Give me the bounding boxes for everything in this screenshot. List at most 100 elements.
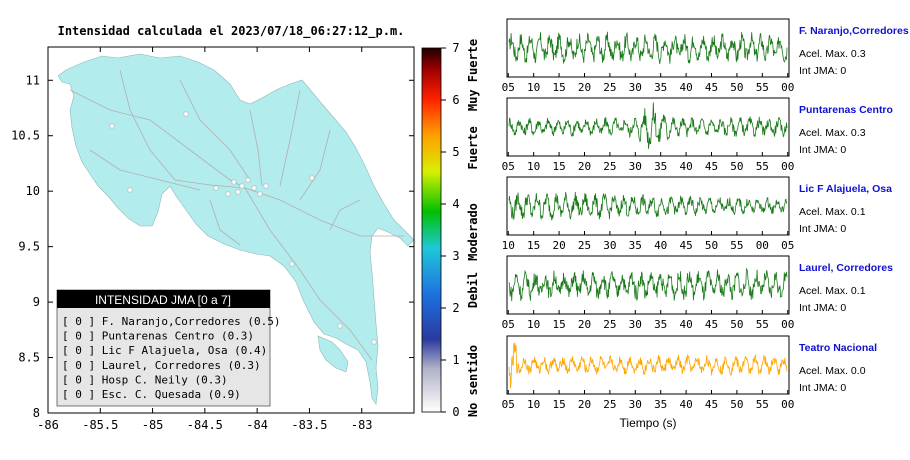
colorbar-category-label: Debil (466, 272, 480, 308)
station-accel: Acel. Max. 0.1 (799, 285, 866, 297)
waveform-tick-label: 35 (654, 398, 667, 411)
waveform-panel: 10 15 20 25 30 35 40 45 50 55 00 05 Lic F Alajuela, … (502, 176, 892, 252)
station-int-jma: Int JMA: 0 (799, 223, 846, 235)
waveform-tick-label: 55 (756, 81, 769, 94)
waveform-tick-label: 40 (679, 398, 692, 411)
waveform-tick-label: 00 (781, 398, 794, 411)
station-int-jma: Int JMA: 0 (799, 382, 846, 394)
waveform-tick-label: 10 (502, 239, 515, 252)
waveform-tick-label: 00 (781, 318, 794, 331)
waveform-tick-label: 20 (578, 318, 591, 331)
waveform-tick-label: 00 (756, 239, 769, 252)
station-accel: Acel. Max. 0.0 (799, 365, 866, 377)
waveform-tick-label: 50 (730, 318, 743, 331)
station-int-jma: Int JMA: 0 (799, 144, 846, 156)
legend-item: [ 0 ] Hosp C. Neily (0.3) (62, 373, 228, 386)
waveform-panel: 05 10 15 20 25 30 35 40 45 50 55 00 Puntarenas Centr… (502, 97, 893, 173)
waveform-tick-label: 00 (781, 81, 794, 94)
map-x-tick-label: -85 (142, 418, 164, 432)
map-x-tick-label: -84 (246, 418, 268, 432)
map-y-tick-label: 9.5 (18, 240, 40, 254)
legend-title: INTENSIDAD JMA [0 a 7] (95, 293, 231, 307)
colorbar-tick-label: 1 (452, 353, 459, 367)
waveform-tick-label: 20 (578, 398, 591, 411)
waveform-tick-label: 45 (705, 81, 718, 94)
waveform-tick-label: 10 (527, 318, 540, 331)
waveform-tick-label: 45 (705, 398, 718, 411)
map-y-tick-label: 9 (33, 295, 40, 309)
waveform-trace (508, 191, 788, 221)
waveform-tick-label: 50 (730, 81, 743, 94)
map-x-tick-label: -86 (37, 418, 59, 432)
colorbar-category-label: Muy Fuerte (466, 39, 480, 111)
waveform-tick-label: 25 (578, 239, 591, 252)
station-accel: Acel. Max. 0.3 (799, 127, 866, 139)
colorbar-category-label: Fuerte (466, 126, 480, 169)
map-x-tick-label: -83 (351, 418, 373, 432)
waveform-tick-label: 20 (552, 239, 565, 252)
waveform-tick-label: 55 (730, 239, 743, 252)
waveform-tick-label: 35 (654, 318, 667, 331)
station-int-jma: Int JMA: 0 (799, 65, 846, 77)
station-name: F. Naranjo,Corredores (799, 25, 909, 37)
map-x-tick-label: -83.5 (291, 418, 327, 432)
colorbar-tick-label: 6 (452, 93, 459, 107)
x-axis-label: Tiempo (s) (620, 416, 677, 430)
waveform-tick-label: 40 (679, 160, 692, 173)
waveform-tick-label: 30 (629, 81, 642, 94)
waveform-tick-label: 00 (781, 160, 794, 173)
waveform-tick-label: 15 (552, 318, 565, 331)
waveform-tick-label: 25 (603, 160, 616, 173)
waveform-tick-label: 15 (552, 398, 565, 411)
waveform-frame (506, 176, 790, 236)
map-y-tick-label: 10.5 (11, 129, 40, 143)
waveform-tick-label: 40 (679, 318, 692, 331)
legend-item: [ 0 ] Laurel, Corredores (0.3) (62, 359, 261, 372)
waveform-tick-label: 30 (629, 160, 642, 173)
waveform-tick-label: 35 (629, 239, 642, 252)
waveform-tick-label: 30 (629, 398, 642, 411)
waveform-tick-label: 20 (578, 160, 591, 173)
station-name: Puntarenas Centro (799, 104, 893, 116)
waveform-tick-label: 30 (629, 318, 642, 331)
waveform-tick-label: 35 (654, 81, 667, 94)
waveform-tick-label: 55 (756, 398, 769, 411)
waveform-trace (508, 31, 788, 65)
legend-item: [ 0 ] Lic F Alajuela, Osa (0.4) (62, 344, 267, 357)
road-network (69, 69, 404, 361)
map-y-ticks: 11 10.5 10 9.5 9 8.5 8 (11, 73, 414, 420)
waveform-tick-label: 35 (654, 160, 667, 173)
colorbar-category-label: No sentido (466, 345, 480, 417)
waveform-tick-label: 15 (527, 239, 540, 252)
waveform-frame (506, 335, 790, 395)
waveform-trace (508, 102, 788, 149)
waveform-tick-label: 50 (730, 398, 743, 411)
waveform-panel: 05 10 15 20 25 30 35 40 45 50 55 00 F. Naranjo,Corre… (502, 18, 909, 94)
waveform-tick-label: 10 (527, 81, 540, 94)
station-name: Lic F Alajuela, Osa (799, 183, 892, 195)
waveform-tick-label: 25 (603, 398, 616, 411)
map-y-tick-label: 10 (26, 184, 40, 198)
waveform-tick-label: 10 (527, 398, 540, 411)
waveform-tick-label: 30 (603, 239, 616, 252)
waveform-tick-label: 05 (502, 160, 515, 173)
waveform-panel: 05 10 15 20 25 30 35 40 45 50 55 00 Laurel, Corredor… (502, 255, 893, 331)
waveform-tick-label: 15 (552, 160, 565, 173)
map-title: Intensidad calculada el 2023/07/18_06:27… (58, 24, 405, 39)
waveform-trace (508, 342, 788, 389)
station-name: Laurel, Corredores (799, 262, 893, 274)
colorbar-tick-label: 4 (452, 197, 459, 211)
station-name: Teatro Nacional (799, 342, 877, 354)
waveform-tick-label: 05 (502, 318, 515, 331)
map-x-tick-label: -85.5 (82, 418, 118, 432)
waveform-tick-label: 40 (654, 239, 667, 252)
colorbar-tick-label: 3 (452, 249, 459, 263)
intensity-legend: INTENSIDAD JMA [0 a 7] [ 0 ] F. Naranjo,… (56, 289, 281, 407)
station-accel: Acel. Max. 0.1 (799, 206, 866, 218)
waveform-tick-label: 05 (781, 239, 794, 252)
legend-item: [ 0 ] Puntarenas Centro (0.3) (62, 330, 254, 343)
waveform-panels: 05 10 15 20 25 30 35 40 45 50 55 00 F. Naranjo,Corre… (502, 18, 909, 411)
legend-item: [ 0 ] F. Naranjo,Corredores (0.5) (62, 315, 281, 328)
waveform-tick-label: 50 (730, 160, 743, 173)
